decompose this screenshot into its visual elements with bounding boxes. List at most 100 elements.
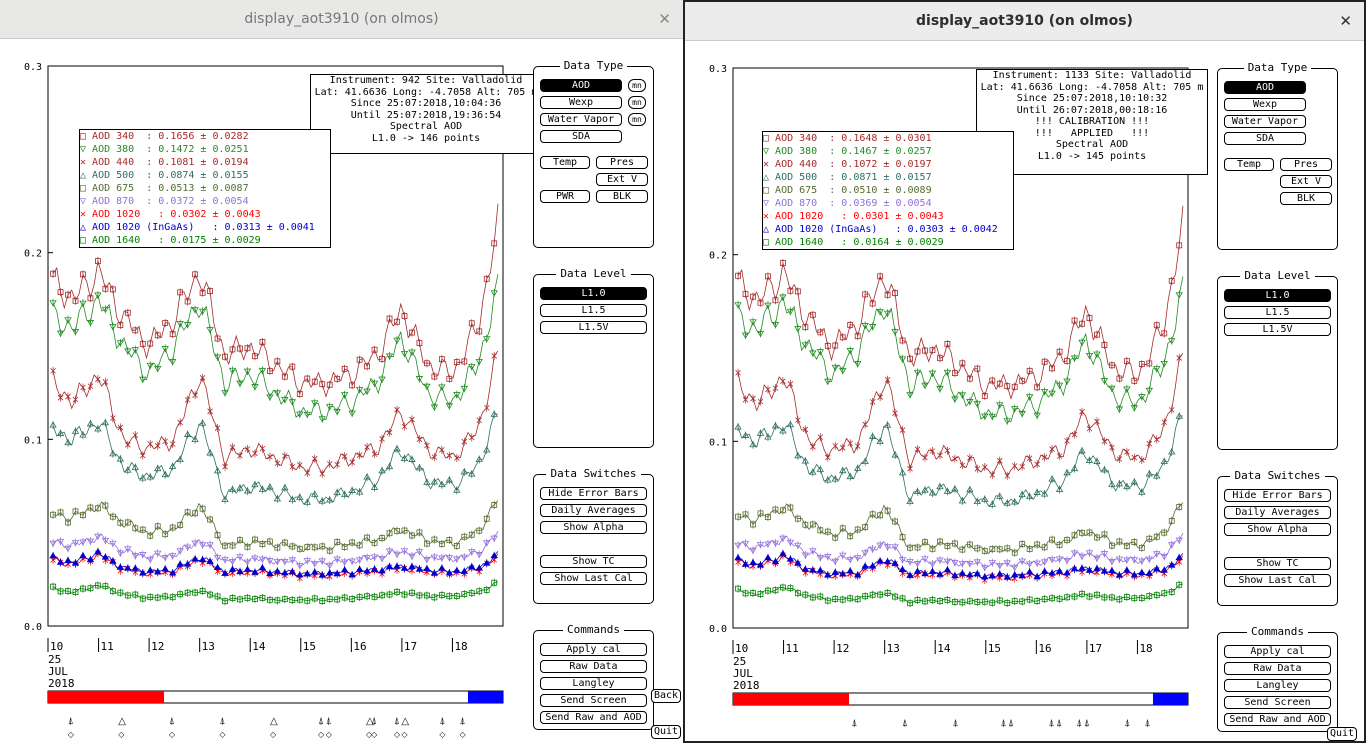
send-raw-aod-button[interactable]: Send Raw and AOD	[540, 711, 647, 724]
sda-button[interactable]: SDA	[540, 130, 622, 143]
data-point	[959, 360, 966, 367]
data-point	[787, 504, 794, 511]
hide-error-bars-button[interactable]: Hide Error Bars	[540, 487, 647, 500]
aod-mn-button[interactable]: mn	[628, 79, 646, 92]
send-raw-aod-button[interactable]: Send Raw and AOD	[1224, 713, 1331, 726]
level-l10-button[interactable]: L1.0	[540, 287, 647, 300]
apply-cal-button[interactable]: Apply cal	[1224, 645, 1331, 658]
level-l15-button[interactable]: L1.5	[1224, 306, 1331, 319]
data-point	[824, 597, 831, 604]
quit-button[interactable]: Quit	[651, 725, 682, 739]
data-point	[824, 554, 832, 561]
temp-button[interactable]: Temp	[540, 156, 590, 169]
quit-button[interactable]: Quit	[1327, 727, 1358, 741]
legend-entry: ▽ AOD 870 : 0.0369 ± 0.0054	[763, 197, 1013, 210]
data-point	[883, 310, 892, 317]
marker-drop-icon: △	[401, 716, 409, 727]
data-point	[742, 291, 749, 298]
show-alpha-button[interactable]: Show Alpha	[540, 521, 647, 534]
data-point	[1040, 490, 1049, 497]
data-point	[907, 544, 913, 551]
send-screen-button[interactable]: Send Screen	[1224, 696, 1331, 709]
data-point	[914, 544, 921, 551]
sda-button[interactable]: SDA	[1224, 132, 1306, 145]
data-point	[87, 504, 94, 511]
data-point	[1175, 292, 1183, 299]
show-alpha-button[interactable]: Show Alpha	[1224, 523, 1331, 536]
data-point	[416, 592, 423, 599]
data-point	[424, 360, 430, 367]
data-point	[251, 384, 259, 391]
show-tc-button[interactable]: Show TC	[540, 555, 647, 568]
legend-value: : 0.0313 ± 0.0041	[206, 222, 315, 233]
level-l10-button[interactable]: L1.0	[1224, 289, 1331, 302]
water-vapor-button[interactable]: Water Vapor	[1224, 115, 1306, 128]
data-point	[65, 519, 71, 526]
temp-button[interactable]: Temp	[1224, 158, 1274, 171]
data-point	[401, 313, 408, 319]
blk-button[interactable]: BLK	[596, 190, 648, 203]
wexp-button[interactable]: Wexp	[540, 96, 622, 109]
data-point	[468, 434, 475, 441]
langley-button[interactable]: Langley	[540, 677, 647, 690]
data-point	[959, 546, 966, 553]
data-point	[258, 556, 267, 563]
data-point	[1064, 357, 1070, 364]
data-point	[809, 566, 817, 573]
level-l15-button[interactable]: L1.5	[540, 304, 647, 317]
raw-data-button[interactable]: Raw Data	[1224, 662, 1331, 675]
ext-v-button[interactable]: Ext V	[1280, 175, 1332, 188]
close-icon[interactable]: ✕	[658, 10, 671, 28]
data-point	[475, 358, 483, 366]
ext-v-button[interactable]: Ext V	[596, 173, 648, 186]
data-point	[1085, 352, 1094, 360]
data-point	[311, 400, 319, 407]
data-point	[161, 565, 169, 572]
data-point	[876, 557, 884, 564]
data-point	[259, 339, 266, 345]
pres-button[interactable]: Pres	[596, 156, 648, 169]
show-last-cal-button[interactable]: Show Last Cal	[1224, 574, 1331, 587]
aod-button[interactable]: AOD	[1224, 81, 1306, 94]
blk-button[interactable]: BLK	[1280, 192, 1332, 205]
data-point	[1085, 550, 1094, 557]
data-point	[102, 583, 109, 590]
send-screen-button[interactable]: Send Screen	[540, 694, 647, 707]
data-point	[764, 541, 772, 548]
data-point	[801, 565, 810, 572]
daily-averages-button[interactable]: Daily Averages	[1224, 506, 1331, 519]
legend-entry: △ AOD 500 : 0.0874 ± 0.0155	[80, 169, 330, 182]
data-point	[65, 291, 71, 298]
pwr-button[interactable]: PWR	[540, 190, 590, 203]
marker-drop-icon: ⍋	[952, 718, 958, 729]
daily-averages-button[interactable]: Daily Averages	[540, 504, 647, 517]
pres-button[interactable]: Pres	[1280, 158, 1332, 171]
langley-button[interactable]: Langley	[1224, 679, 1331, 692]
close-icon[interactable]: ✕	[1339, 12, 1352, 30]
data-point	[824, 378, 832, 385]
data-point	[146, 473, 154, 480]
level-l15v-button[interactable]: L1.5V	[540, 321, 647, 334]
data-point	[341, 594, 348, 601]
water-vapor-mn-button[interactable]: mn	[628, 113, 646, 126]
data-point	[750, 395, 756, 402]
aod-button[interactable]: AOD	[540, 79, 622, 92]
raw-data-button[interactable]: Raw Data	[540, 660, 647, 673]
data-point	[65, 393, 71, 400]
level-l15v-button[interactable]: L1.5V	[1224, 323, 1331, 336]
wexp-mn-button[interactable]: mn	[628, 96, 646, 109]
data-point	[430, 569, 439, 576]
back-button[interactable]: Back	[651, 689, 682, 703]
show-tc-button[interactable]: Show TC	[1224, 557, 1331, 570]
data-point	[364, 444, 370, 450]
data-point	[1003, 560, 1011, 567]
wexp-button[interactable]: Wexp	[1224, 98, 1306, 111]
hide-error-bars-button[interactable]: Hide Error Bars	[1224, 489, 1331, 502]
data-point	[809, 468, 817, 475]
data-point	[943, 558, 952, 565]
data-point	[49, 552, 57, 559]
apply-cal-button[interactable]: Apply cal	[540, 643, 647, 656]
data-point	[281, 397, 289, 404]
water-vapor-button[interactable]: Water Vapor	[540, 113, 622, 126]
show-last-cal-button[interactable]: Show Last Cal	[540, 572, 647, 585]
